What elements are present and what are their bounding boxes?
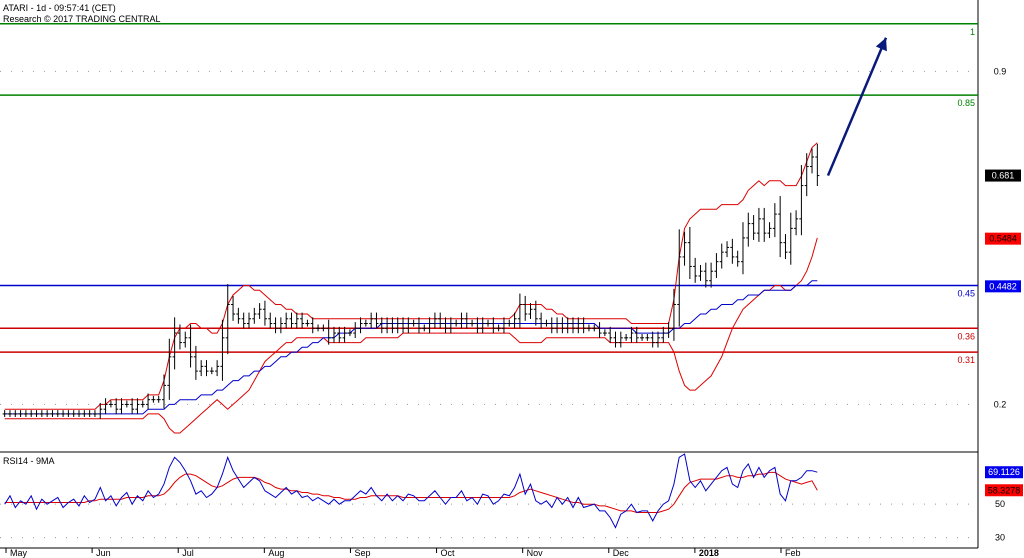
month-label: May [10,548,28,558]
rsi-tick-label: 30 [995,533,1005,543]
month-label: 2018 [699,548,719,558]
projection-arrow [826,37,888,177]
rsi-line [4,453,818,529]
projection-arrow-head [875,37,887,52]
price-tag-label: 0.5484 [989,234,1017,244]
rsi-ma-line [4,471,818,513]
rsi-panel [4,453,818,529]
month-label: Jun [96,548,111,558]
indicator-lines [4,142,818,434]
price-tag-box [985,280,1021,293]
price-tags: 0.681 0.5484 0.4482 69.1126 58.3278 [985,169,1023,497]
rsi-tag-box [985,466,1023,479]
rsi-tag-box [985,484,1023,497]
month-label: Feb [785,548,801,558]
axis-labels: 0.9 0.2 50 30 May Jun Jul Aug Sep Oct Nov Dec 2018 Fe… [5,66,1007,558]
level-label: 1 [970,27,975,37]
rsi-tick-label: 50 [995,499,1005,509]
level-label: 0.36 [957,331,975,341]
rsi-tag-label: 58.3278 [988,485,1021,495]
bollinger-upper-line [4,142,818,410]
month-label: Oct [441,548,456,558]
level-label: 0.31 [957,355,975,365]
ohlc-bars [2,143,820,419]
level-lines: 1 0.85 0.45 0.36 0.31 [0,23,978,365]
month-label: Nov [527,548,544,558]
rsi-tag-label: 69.1126 [988,467,1020,477]
rsi-title: RSI14 - 9MA [3,456,55,466]
price-tag-box [985,232,1021,245]
bollinger-lower-line [4,237,818,434]
moving-average-line [4,280,818,415]
price-tag-label: 0.681 [992,171,1015,181]
month-label: Sep [354,548,370,558]
level-label: 0.45 [957,288,975,298]
month-label: Aug [268,548,284,558]
price-tag-box [985,169,1021,182]
price-tick-label: 0.9 [994,66,1007,76]
grid-lines [0,70,978,539]
chart-title: ATARI - 1d - 09:57:41 (CET) [3,3,116,13]
price-tick-label: 0.2 [994,399,1007,409]
level-label: 0.85 [957,98,975,108]
month-label: Dec [613,548,630,558]
month-label: Jul [182,548,194,558]
research-credit: Research © 2017 TRADING CENTRAL [3,14,161,24]
projection-arrow-shaft [826,37,888,177]
price-tag-label: 0.4482 [989,281,1017,291]
